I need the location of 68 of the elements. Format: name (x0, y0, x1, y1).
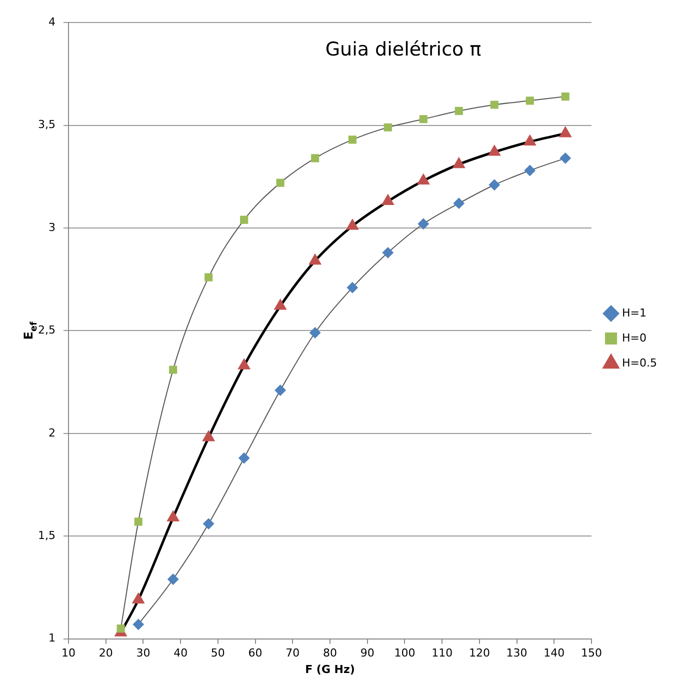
point (382, 247, 394, 258)
y-tick-label: 3 (48, 220, 56, 234)
x-tick-label: 140 (544, 646, 565, 660)
y-tick-label: 1 (48, 632, 56, 645)
point (490, 100, 498, 109)
y-tick-label: 4 (48, 15, 56, 28)
x-tick-label: 150 (581, 646, 602, 660)
point (524, 135, 536, 146)
x-tick-label: 60 (248, 646, 262, 660)
point (240, 216, 248, 224)
point (169, 366, 178, 374)
x-axis-title: F (G Hz) (305, 663, 355, 676)
point (526, 96, 534, 105)
point (419, 115, 428, 124)
point (134, 518, 142, 526)
point (310, 327, 321, 338)
text: Guia dielétrico π (325, 38, 482, 61)
point (168, 511, 179, 522)
point (204, 273, 213, 282)
y-tick-label: 3,5 (38, 118, 56, 132)
point (203, 431, 214, 442)
point (418, 174, 429, 185)
point (488, 179, 500, 190)
point (309, 254, 321, 265)
point (453, 158, 464, 168)
point (274, 300, 286, 310)
x-tick-label: 30 (136, 646, 150, 660)
x-tick-label: 10 (61, 646, 76, 660)
point (203, 518, 214, 530)
point (453, 198, 464, 209)
point (560, 152, 571, 164)
point (384, 123, 392, 132)
point (168, 574, 179, 585)
x-tick-label: 100 (394, 646, 416, 660)
legend-label: H=0 (622, 331, 647, 344)
legend-label: H=1 (622, 306, 647, 320)
point (274, 384, 286, 396)
point (346, 282, 358, 294)
x-tick-label: 130 (506, 646, 528, 660)
point (238, 359, 250, 370)
point (238, 452, 250, 464)
x-tick-label: 110 (432, 646, 453, 660)
point (454, 106, 463, 115)
point (132, 594, 144, 604)
x-tick-label: 90 (360, 646, 374, 660)
point (311, 154, 320, 162)
y-axis-title: Eef (21, 322, 40, 340)
point (382, 195, 394, 206)
x-tick-label: 20 (98, 646, 113, 660)
x-tick-label: 80 (323, 646, 338, 660)
point (560, 127, 571, 138)
point (524, 164, 536, 176)
point (116, 624, 125, 633)
x-tick-label: 50 (210, 646, 225, 660)
point (276, 178, 284, 187)
point (346, 220, 358, 230)
point (348, 136, 356, 144)
y-tick-label: 2,5 (38, 324, 56, 337)
x-tick-label: 70 (286, 646, 300, 660)
y-tick-label: 2 (48, 426, 56, 440)
point (488, 146, 500, 156)
point (132, 618, 144, 630)
x-tick-label: 120 (468, 646, 490, 660)
legend-label: H=0.5 (622, 356, 657, 370)
point (418, 218, 429, 230)
point (561, 92, 570, 101)
y-tick-label: 1,5 (38, 528, 56, 542)
x-tick-label: 40 (174, 646, 188, 660)
